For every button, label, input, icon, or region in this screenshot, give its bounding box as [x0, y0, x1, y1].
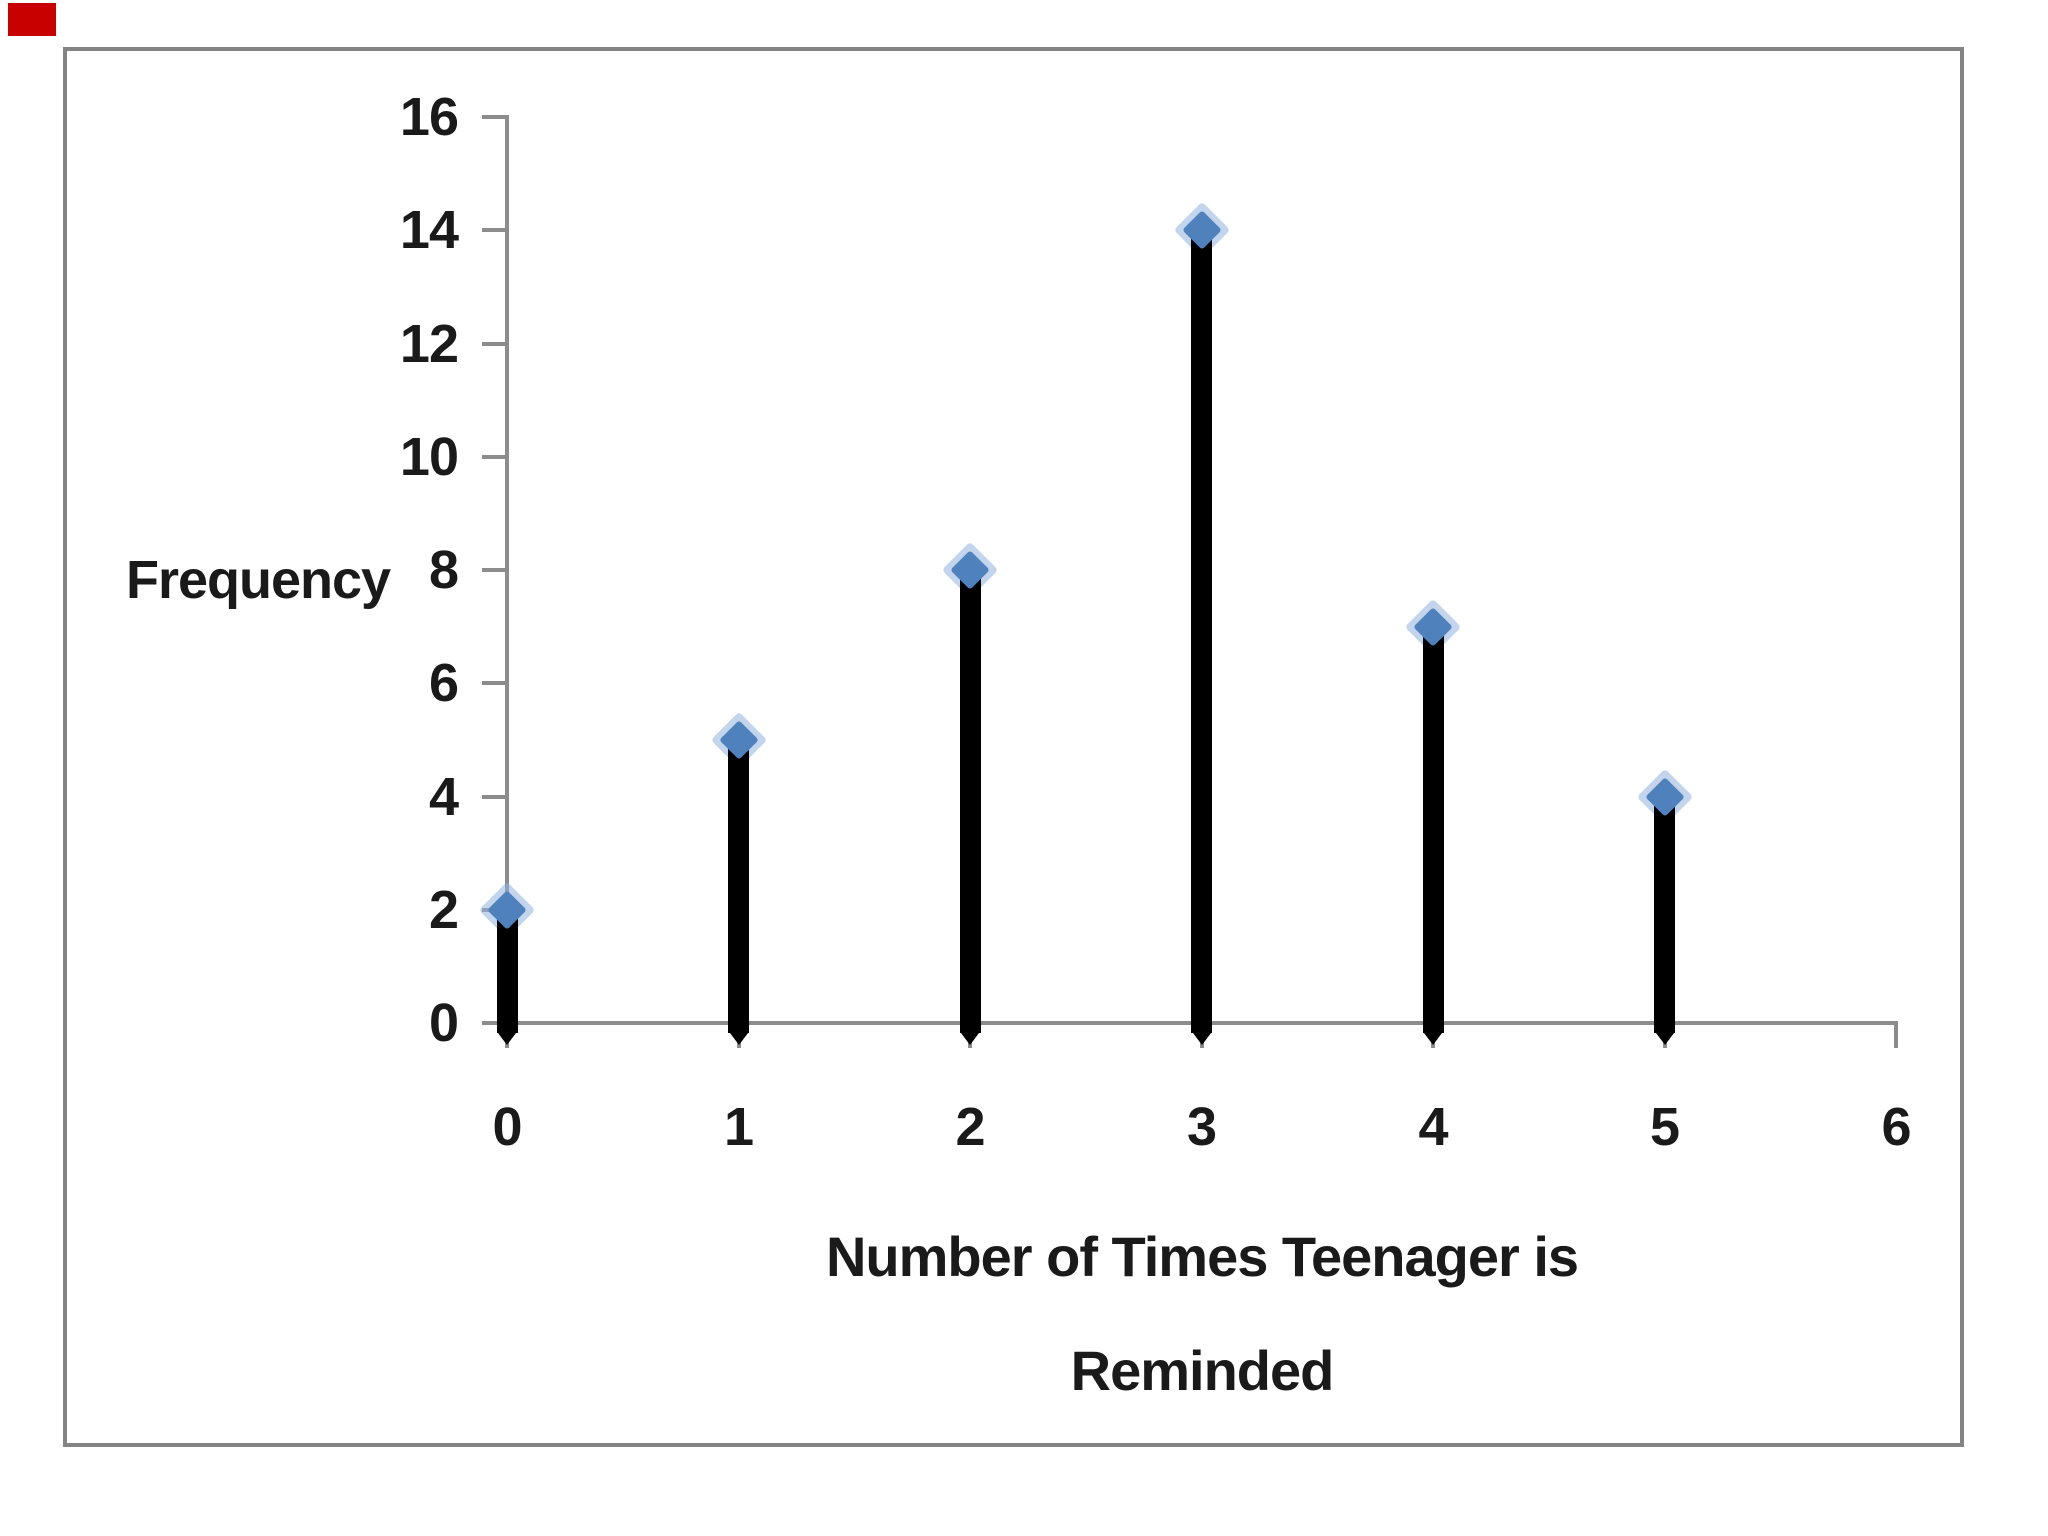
x-tick-label: 2 — [955, 1097, 985, 1157]
y-axis-title: Frequency — [125, 550, 391, 610]
y-tick — [482, 341, 505, 346]
stem-bottom-tip — [498, 1033, 516, 1045]
stem — [1191, 230, 1212, 1033]
y-tick — [482, 794, 505, 799]
stem-bottom-tip — [729, 1033, 748, 1045]
y-tick-label: 10 — [399, 426, 459, 487]
stem — [728, 739, 749, 1033]
stem-bottom-tip — [1192, 1033, 1211, 1045]
y-tick-label: 8 — [428, 540, 459, 600]
stem — [1654, 796, 1675, 1033]
y-tick-label: 16 — [399, 87, 459, 147]
stem — [1422, 626, 1444, 1033]
x-tick — [1894, 1025, 1898, 1048]
x-tick-label: 6 — [1881, 1097, 1911, 1157]
x-tick-label: 0 — [492, 1097, 522, 1157]
x-tick-label: 5 — [1649, 1097, 1680, 1157]
y-tick — [482, 454, 505, 459]
x-tick-label: 4 — [1418, 1097, 1448, 1157]
x-axis-title-line1: Number of Times Teenager is — [825, 1225, 1579, 1288]
x-tick-label: 3 — [1186, 1097, 1217, 1157]
y-tick-label: 0 — [428, 993, 459, 1053]
y-tick-label: 14 — [399, 200, 459, 261]
y-tick-label: 4 — [428, 766, 459, 827]
stem-bottom-tip — [1655, 1033, 1674, 1045]
y-tick — [482, 115, 505, 119]
chart-frame — [63, 47, 1964, 1447]
x-axis-title-line2: Reminded — [1070, 1339, 1335, 1402]
y-tick — [482, 568, 505, 572]
y-tick-label: 12 — [399, 313, 459, 374]
y-tick-label: 6 — [428, 653, 459, 714]
red-marker — [8, 3, 56, 36]
y-tick — [482, 228, 505, 233]
stem — [959, 570, 981, 1033]
stem-bottom-tip — [1424, 1033, 1442, 1045]
y-tick — [482, 1021, 505, 1025]
y-tick — [482, 681, 505, 686]
stem — [496, 909, 518, 1033]
x-tick-label: 1 — [723, 1097, 754, 1157]
y-axis-line — [505, 115, 509, 1025]
stem-bottom-tip — [961, 1033, 979, 1045]
y-tick-label: 2 — [428, 879, 459, 940]
